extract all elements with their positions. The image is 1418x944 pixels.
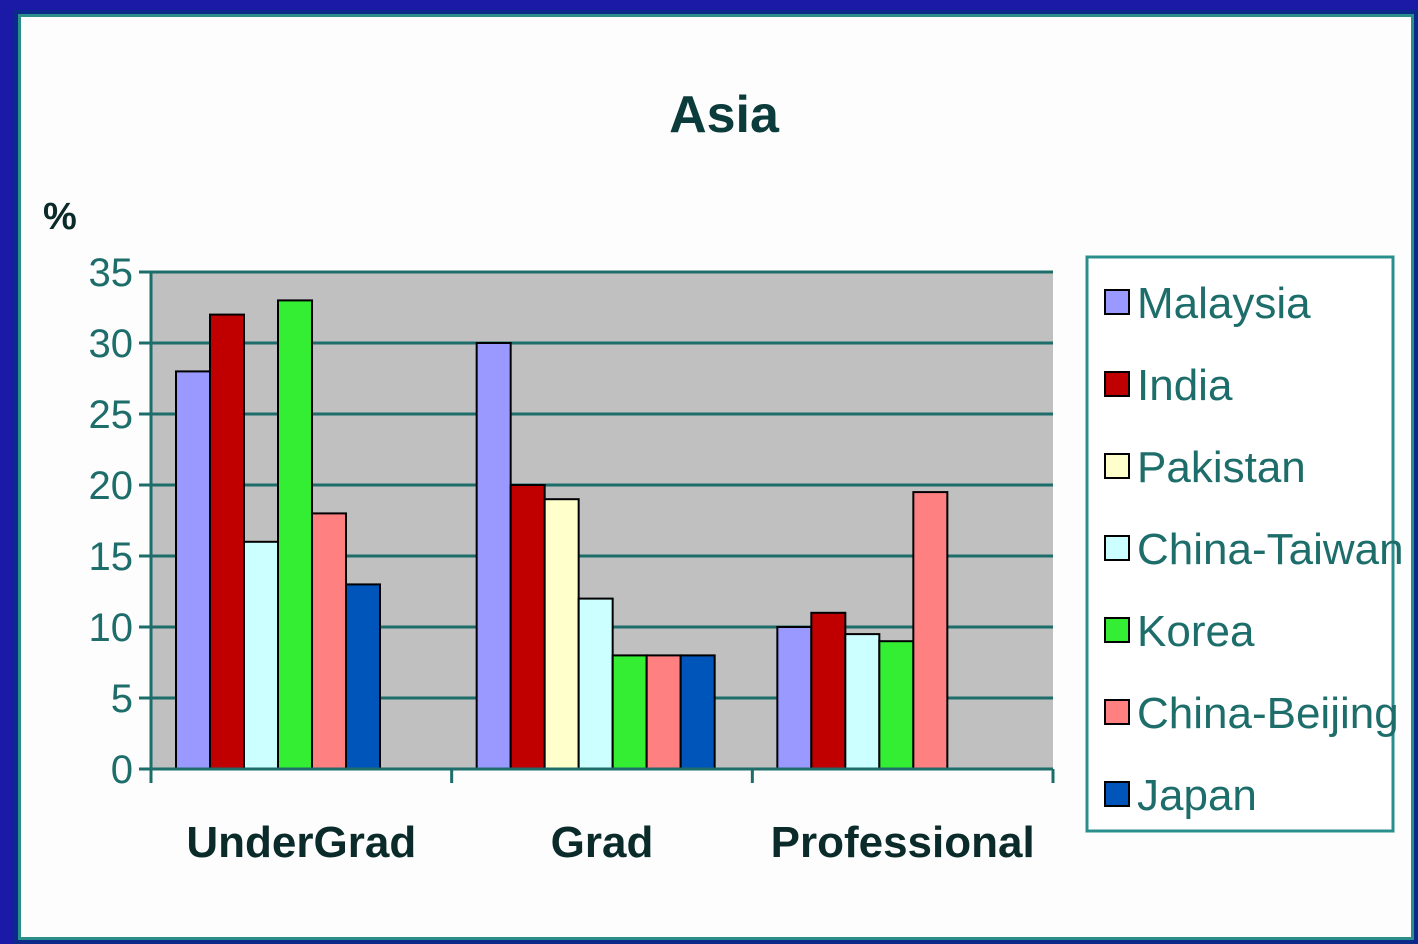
bar-korea-undergrad (277, 299, 313, 770)
bar-korea-professional (878, 640, 915, 771)
legend-label: China-Beijing (1137, 689, 1399, 738)
legend-swatch (1104, 535, 1130, 561)
legend-swatch (1104, 371, 1130, 397)
bar-malaysia-grad (475, 342, 512, 770)
bar-china-beijing-grad (645, 654, 682, 771)
bar-china-beijing-undergrad (311, 512, 347, 770)
legend-swatch (1104, 617, 1130, 643)
bar-korea-grad (611, 654, 648, 771)
x-tick-label: Grad (551, 818, 654, 867)
y-axis-label: % (43, 196, 77, 238)
legend-swatch (1104, 781, 1130, 807)
legend-label: India (1137, 361, 1233, 410)
x-tick-label: Professional (771, 818, 1035, 867)
y-tick-label: 30 (89, 322, 134, 366)
y-tick-label: 0 (111, 748, 133, 792)
chart: Asia % 0 5 10 15 20 25 30 35 UnderGrad Grad Profes… (43, 86, 1404, 867)
slide-frame: Asia % 0 5 10 15 20 25 30 35 UnderGrad Grad Profes… (14, 10, 1418, 944)
y-tick-label: 10 (89, 606, 134, 650)
y-tick-label: 20 (89, 464, 134, 508)
legend-label: Korea (1137, 607, 1255, 656)
x-tick-label: UnderGrad (186, 818, 416, 867)
bar-china-taiwan-undergrad (243, 540, 279, 770)
bar-india-professional (810, 611, 847, 770)
bar-malaysia-undergrad (175, 370, 211, 770)
bar-china-taiwan-grad (577, 597, 614, 770)
bar-india-grad (509, 484, 546, 770)
legend-box (1085, 255, 1395, 833)
chart-title: Asia (669, 86, 780, 144)
bar-pakistan-grad (543, 498, 580, 770)
bar-malaysia-professional (776, 626, 813, 770)
chart-panel: Asia % 0 5 10 15 20 25 30 35 UnderGrad Grad Profes… (18, 14, 1414, 940)
legend-label: Malaysia (1137, 279, 1311, 328)
legend-label: Japan (1137, 771, 1257, 820)
legend-label: China-Taiwan (1137, 525, 1404, 574)
bar-china-taiwan-professional (844, 633, 881, 770)
legend-swatch (1104, 699, 1130, 725)
bar-japan-undergrad (345, 583, 381, 771)
y-tick-label: 25 (89, 393, 134, 437)
bar-india-undergrad (209, 313, 245, 770)
y-tick-label: 35 (89, 251, 134, 295)
bar-china-beijing-professional (912, 491, 949, 770)
legend-swatch (1104, 453, 1130, 479)
legend-label: Pakistan (1137, 443, 1306, 492)
legend-swatch (1104, 289, 1130, 315)
axes: 0 5 10 15 20 25 30 35 UnderGrad Grad Professional (89, 251, 1055, 867)
y-tick-label: 5 (111, 677, 133, 721)
bar-japan-grad (679, 654, 716, 771)
legend: Malaysia India Pakistan China-Taiwan Korea Ch… (1085, 255, 1404, 833)
y-tick-label: 15 (89, 535, 134, 579)
